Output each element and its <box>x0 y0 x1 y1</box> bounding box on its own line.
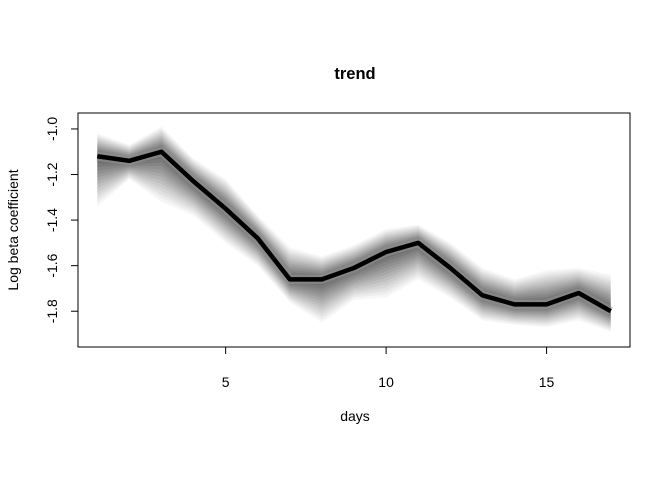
y-tick-label: -1.0 <box>44 117 60 141</box>
x-tick-label: 10 <box>378 374 394 390</box>
y-tick-label: -1.2 <box>44 162 60 186</box>
y-tick-label: -1.6 <box>44 253 60 277</box>
x-axis: 5 10 15 <box>222 346 555 390</box>
y-tick-label: -1.8 <box>44 299 60 323</box>
series-lines <box>96 147 613 316</box>
chart-title: trend <box>334 65 375 83</box>
band-layer-1-4 <box>97 132 611 328</box>
y-axis: -1.0 -1.2 -1.4 -1.6 -1.8 <box>44 117 79 323</box>
band-layer-1-3 <box>97 130 611 329</box>
x-tick-label: 15 <box>539 374 555 390</box>
x-tick-label: 5 <box>222 374 230 390</box>
series-line-1 <box>96 149 612 314</box>
band-layer-1-5 <box>97 133 611 326</box>
y-axis-label: Log beta coefficient <box>5 169 21 290</box>
x-axis-label: days <box>340 408 370 424</box>
y-tick-label: -1.4 <box>44 208 60 232</box>
